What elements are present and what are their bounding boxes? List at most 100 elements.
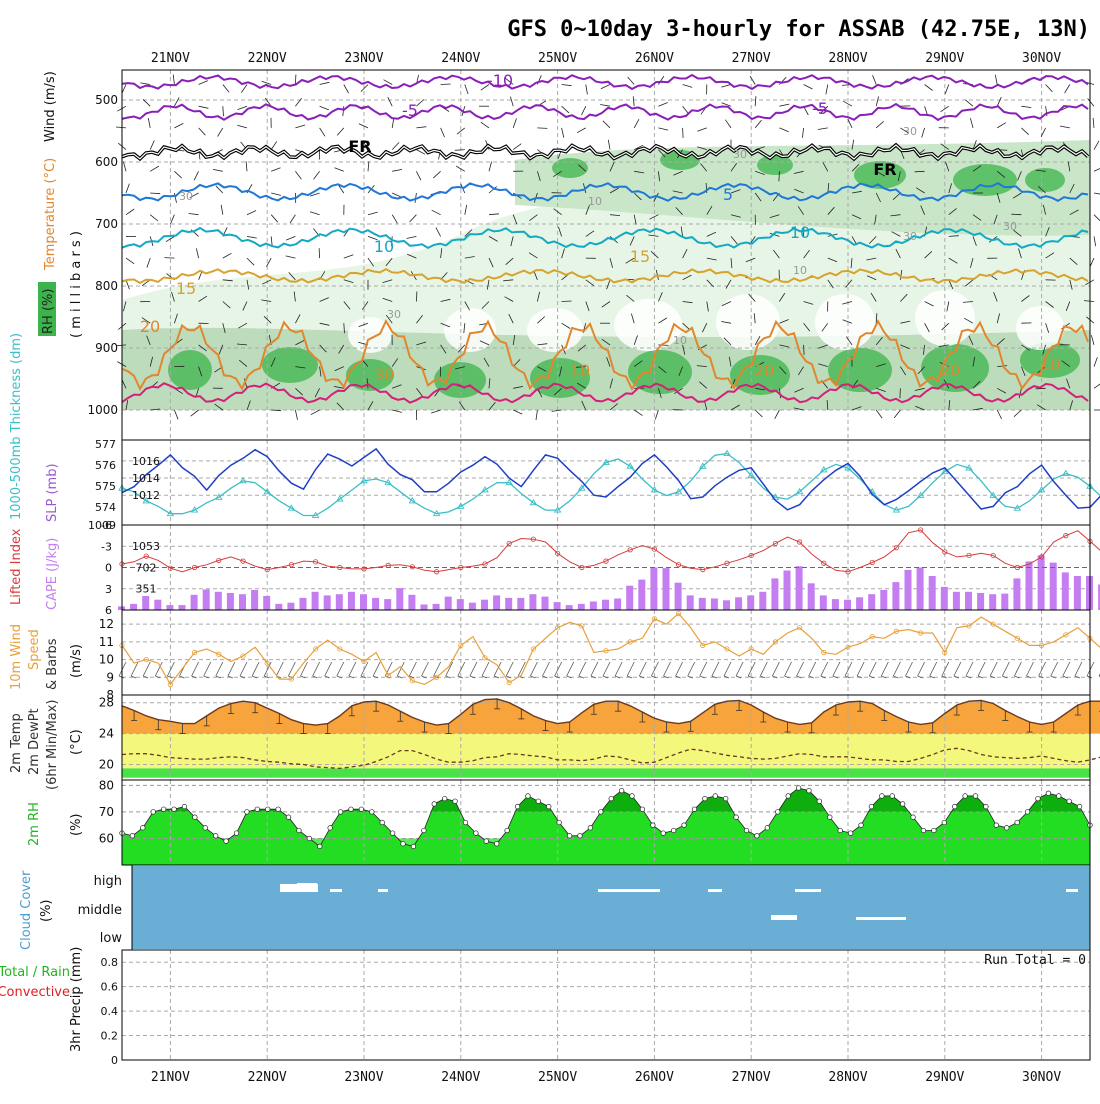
wind10-barb: [1002, 662, 1009, 676]
wind10-barb: [579, 662, 586, 676]
cape-bar: [1013, 578, 1020, 610]
rh2m-marker: [515, 804, 520, 809]
cape-bar: [251, 590, 258, 610]
rh2m-marker: [432, 802, 437, 807]
contour-label: 10: [570, 361, 590, 380]
clear-area: [527, 308, 583, 352]
rh2m-marker: [734, 815, 739, 820]
rh2m-marker: [401, 841, 406, 846]
rh2m-marker: [640, 807, 645, 812]
rh2m-marker: [265, 807, 270, 812]
wind10-barb: [797, 662, 804, 676]
contour-label: -10: [487, 71, 513, 90]
cloud-gap: [330, 889, 342, 892]
cape-bar: [578, 604, 585, 610]
rh2m-marker: [817, 799, 822, 804]
rh2m-marker: [942, 820, 947, 825]
precip-total-label: Total / Rain: [0, 965, 70, 980]
rh-axis-labels: 2m RH (%): [27, 802, 84, 846]
temp2m-tick-label: 24: [99, 727, 114, 741]
cape-bar: [166, 605, 173, 610]
contour-label: 10: [673, 334, 687, 347]
rh2m-marker: [130, 833, 135, 838]
clear-area: [815, 294, 875, 350]
rh2m-marker: [141, 826, 146, 831]
wind10-barb: [313, 662, 320, 676]
top-date-label: 29NOV: [925, 51, 964, 66]
cape-tick-label: 1053: [132, 540, 160, 553]
cape-bar: [433, 604, 440, 610]
contour-label: 15: [176, 279, 196, 298]
cloud-level-label: middle: [78, 903, 122, 918]
cape-bar: [1038, 555, 1045, 610]
cape-bar: [227, 593, 234, 610]
rh-blob: [757, 155, 793, 175]
wind-barb: [1094, 193, 1100, 195]
cloud-level-label: low: [100, 931, 123, 946]
contour-label: 30: [387, 308, 401, 321]
wind10-barb: [240, 662, 247, 676]
rh2m-marker: [1077, 804, 1082, 809]
rh2m-marker: [286, 815, 291, 820]
rh2m-marker: [775, 810, 780, 815]
rh2m-marker: [869, 804, 874, 809]
wind-barb: [683, 128, 684, 138]
cape-bar: [287, 603, 294, 610]
wind10-barb: [869, 662, 876, 676]
rh-blob: [168, 350, 212, 390]
bottom-date-label: 24NOV: [441, 1070, 480, 1085]
wind10-axis-label-2: Speed: [27, 629, 42, 670]
slp-tick-label: 1016: [132, 455, 160, 468]
rh2m-marker: [224, 839, 229, 844]
cape-bar: [602, 600, 609, 610]
rh2m-marker: [234, 831, 239, 836]
temp2m-axis-label-3: (6hr Min/Max): [45, 700, 60, 790]
wind10-barb: [857, 662, 864, 676]
wind10-barb: [688, 662, 695, 676]
rh2m-marker: [317, 844, 322, 849]
cloud-fill: [132, 866, 1090, 949]
cape-bar: [1074, 576, 1081, 610]
rh2m-marker: [921, 828, 926, 833]
top-date-label: 24NOV: [441, 51, 480, 66]
thickness-axis-label: 1000-500mb Thickness (dm): [9, 333, 24, 520]
rh2m-marker: [859, 823, 864, 828]
cloud-gap: [1066, 889, 1078, 892]
rh2m-marker: [755, 833, 760, 838]
cape-bar: [977, 593, 984, 610]
cape-bar: [929, 576, 936, 610]
cape-bar: [626, 586, 633, 610]
rh2m-marker: [494, 841, 499, 846]
cloud-gap: [856, 917, 906, 920]
rh2m-axis-unit: (%): [69, 814, 84, 837]
wind10-barb: [543, 662, 550, 676]
contour-label: 20: [754, 361, 774, 380]
wind10-barb: [301, 662, 308, 676]
cape-bar: [469, 603, 476, 610]
top-date-label: 22NOV: [248, 51, 287, 66]
pressure-tick-label: 700: [95, 217, 118, 231]
rh2m-marker: [890, 794, 895, 799]
cloud-gap: [378, 889, 388, 892]
cape-bar: [396, 588, 403, 610]
rh2m-marker: [193, 815, 198, 820]
wind-barb: [1094, 141, 1099, 150]
rh2m-marker: [848, 831, 853, 836]
wind-barb: [915, 171, 925, 172]
cape-bar: [384, 599, 391, 610]
cape-bar: [505, 598, 512, 610]
rh2m-marker: [203, 826, 208, 831]
wind10-barb: [990, 662, 997, 676]
wind10-barb: [252, 662, 259, 676]
rh2m-marker: [505, 828, 510, 833]
rh2m-marker: [588, 826, 593, 831]
cape-bar: [917, 568, 924, 611]
rh2m-marker: [1015, 820, 1020, 825]
wind10-barb: [724, 662, 731, 676]
contour-label: 5: [723, 185, 733, 204]
rh2m-marker: [411, 844, 416, 849]
li-tick-label: 6: [105, 604, 112, 617]
